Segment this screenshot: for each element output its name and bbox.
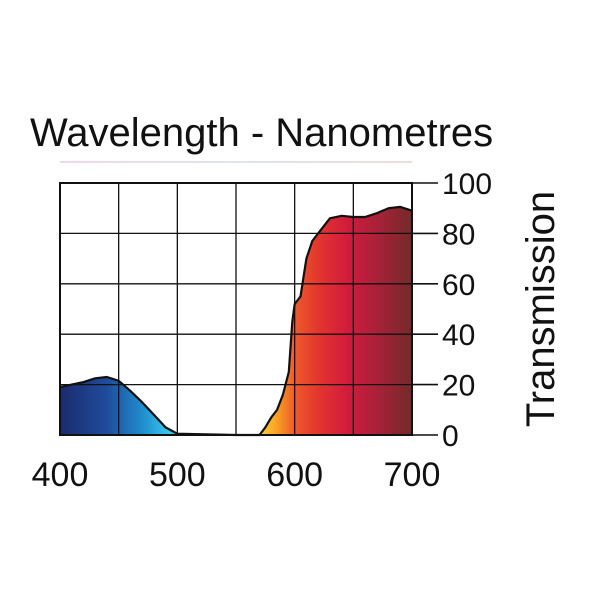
y-tick-label-40: 40 [442,319,475,352]
area-layer [60,206,412,435]
line-layer [59,205,413,437]
x-axis-ticks: 400 500 600 700 [32,456,441,494]
y-tick-label-20: 20 [442,370,475,403]
x-tick-label-700: 700 [384,456,441,494]
x-tick-label-600: 600 [266,456,323,494]
chart-title: Wavelength - Nanometres [30,111,493,155]
x-tick-label-500: 500 [149,456,206,494]
y-tick-label-0: 0 [442,420,459,453]
transmission-area [60,206,412,435]
y-tick-label-80: 80 [442,218,475,251]
title-underline [60,161,412,163]
y-tick-label-60: 60 [442,269,475,302]
y-tick-label-100: 100 [442,168,492,201]
y-axis-ticks: 0 20 40 60 80 100 [412,168,492,453]
y-axis-label: Transmission [519,191,563,427]
x-tick-label-400: 400 [32,456,89,494]
transmission-curve [59,205,413,437]
